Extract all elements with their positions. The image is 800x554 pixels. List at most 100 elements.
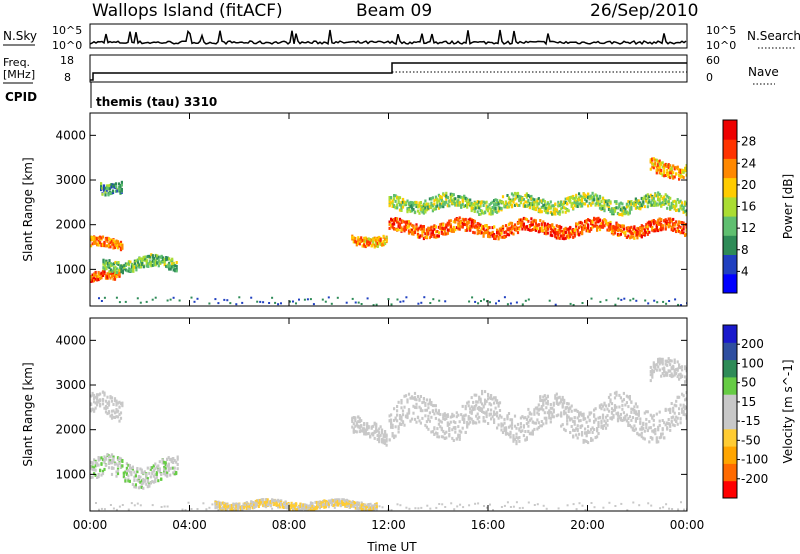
- velocity-cell: [491, 397, 494, 401]
- power-cell: [564, 210, 567, 214]
- velocity-cell: [425, 408, 428, 412]
- velocity-cell: [242, 506, 245, 510]
- velocity-colorbar-tick-label: 100: [741, 356, 764, 370]
- velocity-cell: [576, 427, 579, 431]
- velocity-cell: [640, 435, 643, 439]
- power-cell: [90, 275, 93, 278]
- power-cell: [445, 194, 448, 198]
- velocity-cell: [112, 403, 115, 406]
- power-cell: [163, 257, 166, 261]
- velocity-cell: [684, 380, 687, 384]
- power-cell: [668, 300, 671, 302]
- power-cell: [603, 201, 606, 205]
- velocity-cell: [454, 427, 457, 431]
- power-cell: [442, 202, 445, 206]
- power-cell: [639, 203, 642, 207]
- power-cell: [560, 234, 563, 238]
- power-cell: [584, 219, 587, 223]
- velocity-cell: [664, 373, 667, 377]
- power-cell: [561, 210, 564, 214]
- velocity-cell: [581, 504, 584, 507]
- power-cell: [235, 303, 238, 306]
- power-cell: [113, 183, 116, 187]
- velocity-cell: [94, 401, 97, 405]
- velocity-cell: [624, 414, 627, 418]
- power-cell: [469, 225, 472, 228]
- power-cell: [458, 221, 461, 225]
- velocity-cell: [616, 417, 620, 421]
- power-cell: [172, 268, 175, 272]
- power-echo-band: [90, 235, 124, 252]
- velocity-cell: [652, 370, 655, 374]
- velocity-cell: [152, 480, 155, 484]
- power-cell: [525, 200, 528, 204]
- velocity-cell: [324, 501, 327, 505]
- velocity-cell: [442, 415, 445, 419]
- power-cell: [452, 193, 455, 197]
- power-cell: [409, 222, 412, 226]
- power-cell: [493, 234, 496, 238]
- power-cell: [657, 164, 660, 168]
- velocity-cell: [634, 417, 637, 421]
- velocity-cell: [631, 416, 634, 419]
- velocity-cell: [384, 430, 387, 433]
- power-cell: [439, 194, 442, 198]
- velocity-cell: [434, 408, 437, 412]
- power-cell: [610, 225, 614, 229]
- velocity-cell: [115, 462, 118, 466]
- velocity-cell: [484, 402, 487, 406]
- power-cell: [530, 223, 533, 227]
- power-cell: [545, 232, 548, 236]
- power-cell: [497, 201, 500, 205]
- velocity-cell: [500, 506, 503, 508]
- velocity-cell: [142, 477, 145, 481]
- velocity-cell: [660, 357, 663, 361]
- velocity-cell: [324, 505, 327, 509]
- power-cell: [660, 172, 663, 175]
- power-cell: [366, 243, 369, 247]
- velocity-cell: [196, 508, 199, 510]
- power-cell: [579, 204, 582, 208]
- velocity-cell: [161, 458, 164, 462]
- power-cell: [172, 262, 175, 266]
- velocity-cell: [639, 417, 642, 421]
- power-cell: [557, 231, 560, 234]
- velocity-cell: [669, 428, 672, 432]
- power-cell: [476, 222, 479, 225]
- velocity-cell: [109, 455, 112, 459]
- velocity-cell: [438, 503, 441, 505]
- velocity-cell: [217, 508, 220, 511]
- velocity-cell: [326, 500, 329, 504]
- power-cell: [133, 259, 136, 263]
- power-cell: [407, 208, 411, 212]
- power-cell: [103, 259, 107, 263]
- velocity-cell: [391, 423, 394, 427]
- velocity-cell: [678, 377, 681, 381]
- power-cell: [566, 208, 569, 212]
- power-cell: [549, 233, 552, 237]
- velocity-cell: [637, 433, 640, 437]
- velocity-cell: [513, 437, 517, 441]
- power-cell: [627, 226, 630, 230]
- velocity-cell: [97, 458, 100, 462]
- velocity-cell: [587, 425, 590, 429]
- power-cell: [572, 235, 575, 239]
- power-cell: [658, 197, 661, 201]
- power-cell: [587, 196, 590, 200]
- power-cell: [596, 220, 599, 224]
- power-cell: [431, 231, 434, 235]
- velocity-cell: [121, 404, 124, 408]
- power-y-tick-label: 2000: [55, 218, 86, 232]
- velocity-cell: [166, 473, 169, 477]
- velocity-cell: [672, 367, 675, 371]
- power-cell: [504, 230, 508, 234]
- power-cell: [454, 220, 457, 224]
- velocity-cell: [675, 419, 678, 423]
- power-cell: [422, 230, 425, 234]
- power-cell: [679, 175, 682, 179]
- power-cell: [598, 218, 602, 222]
- velocity-cell: [326, 502, 329, 506]
- power-cell: [363, 241, 366, 245]
- velocity-cell: [284, 505, 287, 509]
- power-cell: [129, 260, 132, 264]
